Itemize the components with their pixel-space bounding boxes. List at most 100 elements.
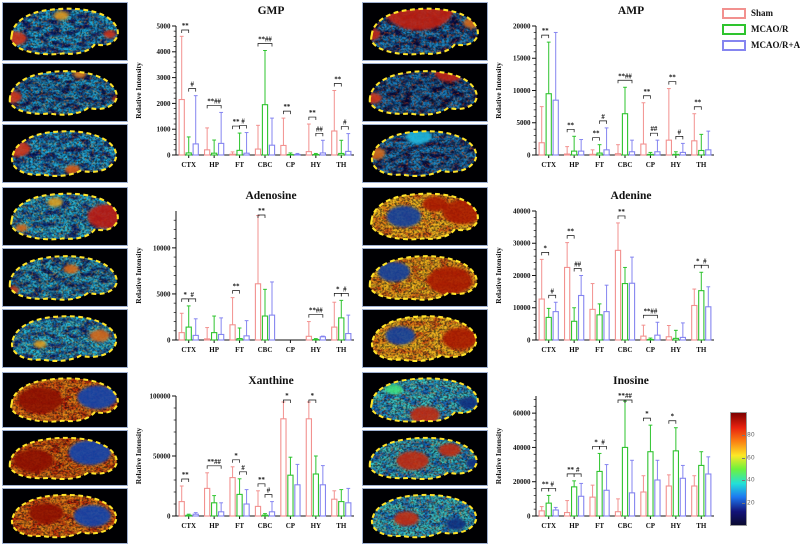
significance-marker: #: [343, 286, 347, 293]
colorbar-tick-label: 80: [747, 431, 755, 439]
x-tick-label: HY: [311, 161, 322, 169]
bar-mcao-r-ac: [705, 306, 712, 341]
bar-mcao-r: [185, 152, 192, 156]
gmp-chart: GMP Relative Intensity 0 1000 2000 3000 4000 50…: [134, 5, 354, 169]
x-tick-label: TH: [696, 161, 707, 169]
x-tick-label: HP: [569, 522, 579, 530]
gmp-slice-1: [3, 3, 127, 60]
y-tick-label: 40000: [513, 207, 531, 215]
inosine-brain-panel: [360, 370, 490, 546]
significance-marker: *: [671, 414, 675, 421]
significance-marker: **: [542, 28, 549, 35]
x-tick-label: FT: [235, 346, 244, 354]
significance-marker: **: [593, 131, 600, 138]
bar-mcao-r: [545, 93, 552, 156]
x-tick-label: CTX: [541, 161, 556, 169]
bar-mcao-r: [698, 149, 705, 156]
colorbar-tick: [742, 503, 745, 505]
significance-marker: **##: [644, 308, 658, 315]
roi-dashed-outline: [370, 130, 478, 177]
bar-mcao-r: [236, 149, 243, 156]
significance-marker: **: [334, 77, 341, 84]
significance-bracket: [188, 88, 197, 92]
brain-slice-image: [362, 488, 488, 544]
bar-sham: [229, 324, 236, 341]
bar-mcao-r: [261, 104, 269, 156]
significance-bracket: [548, 294, 557, 299]
intensity-colorbar: 80 60 40 20: [730, 412, 755, 526]
y-tick-label: 60000: [513, 410, 531, 418]
significance-marker: **: [233, 119, 240, 126]
significance-marker: **: [567, 229, 574, 236]
x-tick-label: HY: [311, 346, 322, 354]
significance-bracket: [592, 137, 600, 141]
significance-bracket: [181, 29, 190, 33]
bar-mcao-r: [570, 486, 578, 517]
x-tick-label: CTX: [181, 522, 196, 530]
y-tick-label: 5000: [157, 290, 172, 298]
x-tick-label: CTX: [541, 346, 556, 354]
bar-mcao-r-ac: [345, 333, 352, 341]
significance-bracket: [206, 465, 222, 469]
significance-marker: #: [343, 120, 347, 127]
significance-bracket: [643, 95, 651, 99]
significance-marker: **: [542, 481, 549, 488]
brain-slice-image: [2, 488, 128, 544]
bar-mcao-r: [236, 338, 243, 341]
significance-marker: **: [182, 23, 189, 30]
significance-bracket: [700, 264, 709, 269]
significance-marker: #: [678, 129, 682, 136]
inosine-chart: Inosine Relative Intensity 0 20000 40000 6000…: [494, 375, 714, 530]
bar-mcao-r-ac: [654, 151, 661, 156]
bar-mcao-r-ac: [603, 311, 610, 341]
colorbar-tick-label: 60: [747, 454, 755, 462]
bar-mcao-r-ac: [552, 99, 559, 156]
brain-slice-image: [362, 430, 488, 486]
brain-slice-image: [362, 2, 488, 61]
x-tick-label: TH: [336, 522, 347, 530]
adenosine-chart: Adenosine Relative Intensity 0 5000 10000 CTX…: [134, 190, 354, 354]
significance-bracket: [257, 214, 266, 218]
significance-bracket: [308, 116, 317, 121]
x-tick-label: CTX: [181, 346, 196, 354]
significance-bracket: [693, 264, 702, 269]
x-tick-label: HP: [569, 346, 579, 354]
significance-marker: **: [258, 208, 265, 215]
x-tick-label: TH: [336, 161, 347, 169]
significance-bracket: [239, 471, 247, 475]
bar-mcao-r: [647, 338, 654, 341]
colorbar-tick: [742, 480, 745, 482]
significance-marker: **: [618, 209, 625, 216]
bar-sham: [665, 139, 673, 156]
bar-sham: [178, 332, 185, 341]
bar-mcao-r: [185, 514, 192, 517]
significance-bracket: [541, 34, 550, 39]
bar-mcao-r-ac: [679, 336, 687, 341]
bar-mcao-r-ac: [217, 333, 225, 341]
bar-mcao-r-ac: [319, 152, 327, 156]
x-tick-label: CBC: [258, 522, 273, 530]
legend-swatch: [722, 39, 746, 51]
significance-bracket: [257, 43, 273, 47]
significance-bracket: [257, 483, 266, 487]
bar-sham: [203, 338, 211, 341]
roi-dashed-outline: [10, 130, 118, 177]
chart-title: Adenosine: [245, 190, 296, 202]
bar-mcao-r: [672, 153, 680, 156]
bar-mcao-r-ac: [628, 282, 636, 341]
bar-sham: [254, 505, 262, 517]
significance-marker: #: [241, 119, 245, 126]
brain-slice-image: [2, 63, 128, 122]
chart-title: GMP: [258, 5, 285, 17]
bar-sham: [563, 266, 571, 341]
adenosine-chart-cell: Adenosine Relative Intensity 0 5000 10000 CTX…: [130, 185, 360, 370]
legend-swatch: [722, 23, 746, 35]
adenine-chart-cell: Adenine Relative Intensity 0 10000 20000 3000…: [490, 185, 720, 370]
brain-slice-image: [2, 2, 128, 61]
significance-marker: **: [644, 89, 651, 96]
bar-sham: [203, 149, 211, 156]
bar-mcao-r: [545, 316, 552, 341]
brain-slice-image: [362, 63, 488, 122]
bar-mcao-r-ac: [268, 314, 276, 341]
roi-dashed-outline: [370, 493, 478, 539]
